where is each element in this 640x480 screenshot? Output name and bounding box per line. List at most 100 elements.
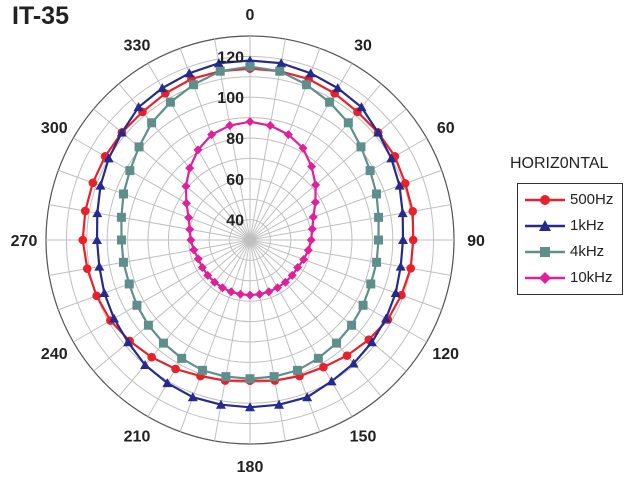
data-point-1khz-20 [305, 68, 316, 78]
grid-spoke [249, 239, 382, 397]
data-point-10khz-140 [280, 277, 290, 287]
legend-marker-4khz [525, 247, 565, 257]
data-point-500hz-210 [171, 364, 180, 374]
data-point-4khz-340 [188, 80, 198, 90]
data-point-10khz-210 [217, 283, 227, 293]
data-point-500hz-90 [408, 235, 418, 245]
data-point-10khz-330 [193, 145, 203, 155]
radial-tick-label: 80 [226, 131, 244, 148]
grid-spoke [118, 239, 251, 397]
grid-spoke [249, 169, 442, 241]
data-point-4khz-160 [292, 365, 302, 375]
data-point-4khz-180 [245, 374, 255, 384]
angle-tick-label: 240 [41, 346, 68, 363]
data-point-4khz-280 [116, 212, 126, 222]
angle-tick-label: 270 [11, 233, 38, 250]
data-point-10khz-290 [184, 213, 194, 223]
grid-spoke [249, 239, 451, 276]
series-1khz [92, 55, 408, 412]
data-point-10khz-150 [273, 283, 283, 293]
grid-spoke [249, 239, 353, 417]
data-point-500hz-250 [92, 291, 101, 301]
data-point-1khz-150 [326, 376, 337, 386]
data-point-1khz-290 [95, 180, 106, 190]
series-10khz [181, 117, 321, 300]
radial-tick-label: 40 [226, 213, 244, 230]
data-point-500hz-290 [88, 178, 98, 188]
data-point-1khz-180 [245, 402, 255, 412]
legend-label-500hz: 500Hz [570, 191, 614, 208]
legend-marker-500hz [525, 195, 565, 205]
data-point-10khz-270 [186, 235, 196, 245]
data-point-4khz-10 [275, 66, 285, 76]
legend: 500Hz 1kHz 4kHz 10kHz [517, 183, 623, 295]
angle-tick-label: 210 [124, 429, 151, 446]
data-point-1khz-30 [332, 83, 343, 93]
data-point-10khz-230 [203, 270, 213, 280]
data-point-4khz-250 [124, 279, 134, 289]
data-point-4khz-20 [302, 80, 312, 90]
data-point-500hz-150 [319, 362, 328, 372]
data-point-4khz-300 [125, 166, 135, 176]
data-point-1khz-250 [99, 288, 110, 298]
data-point-4khz-230 [143, 320, 153, 330]
data-point-4khz-50 [356, 142, 366, 152]
data-point-10khz-260 [189, 245, 199, 255]
data-point-10khz-0 [245, 117, 255, 127]
data-point-500hz-100 [406, 264, 416, 273]
grid-spoke [147, 239, 251, 417]
data-point-10khz-160 [264, 287, 274, 297]
data-point-1khz-260 [94, 261, 105, 271]
angle-tick-label: 0 [246, 7, 255, 24]
data-point-10khz-100 [303, 245, 313, 255]
data-point-10khz-250 [193, 254, 203, 264]
angle-tick-label: 150 [350, 429, 377, 446]
data-point-4khz-170 [269, 372, 279, 382]
angle-tick-label: 330 [124, 37, 151, 54]
data-point-10khz-30 [298, 143, 308, 153]
data-point-4khz-90 [374, 235, 384, 245]
data-point-10khz-190 [235, 289, 245, 299]
data-point-10khz-10 [265, 120, 275, 130]
radial-tick-label: 120 [217, 49, 244, 66]
grid-spoke [93, 239, 251, 372]
data-point-4khz-120 [358, 300, 368, 310]
data-point-4khz-310 [134, 142, 144, 152]
data-point-4khz-190 [221, 372, 231, 382]
angle-tick-label: 30 [354, 37, 372, 54]
data-point-10khz-80 [307, 224, 317, 234]
data-point-10khz-340 [207, 130, 217, 140]
data-point-1khz-110 [390, 288, 401, 298]
data-point-4khz-40 [343, 118, 353, 128]
series-4khz [116, 62, 384, 384]
data-point-10khz-300 [181, 198, 191, 208]
data-point-500hz-280 [80, 206, 90, 216]
data-point-4khz-240 [132, 300, 142, 310]
data-point-10khz-60 [310, 197, 320, 207]
data-point-500hz-110 [397, 290, 406, 300]
data-point-1khz-280 [92, 208, 103, 218]
grid-spoke [249, 204, 451, 241]
grid-spoke [249, 239, 442, 311]
data-point-1khz-130 [366, 337, 377, 347]
radial-tick-label: 60 [226, 172, 244, 189]
data-point-10khz-20 [283, 130, 293, 140]
data-point-10khz-310 [181, 181, 191, 191]
data-point-1khz-350 [213, 58, 224, 68]
data-point-1khz-270 [92, 235, 102, 244]
data-point-4khz-130 [347, 320, 357, 330]
data-point-10khz-130 [287, 270, 297, 280]
angle-tick-label: 60 [437, 120, 455, 137]
data-point-4khz-220 [158, 338, 168, 348]
data-point-1khz-330 [157, 83, 168, 93]
data-point-4khz-60 [365, 166, 375, 176]
data-point-10khz-280 [185, 224, 195, 234]
data-point-10khz-350 [225, 120, 235, 130]
data-point-1khz-300 [103, 153, 114, 163]
data-point-500hz-70 [400, 179, 410, 188]
data-point-10khz-120 [293, 263, 303, 273]
data-point-4khz-100 [372, 257, 382, 267]
data-point-1khz-70 [394, 180, 405, 190]
data-point-4khz-70 [372, 189, 382, 199]
data-point-1khz-170 [274, 399, 285, 409]
